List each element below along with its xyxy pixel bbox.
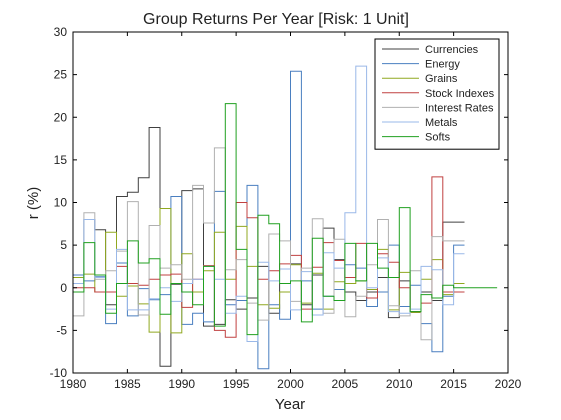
- x-tick-label: 2020: [495, 377, 522, 391]
- series-line-interest-rates: [73, 147, 465, 341]
- x-tick-label: 1985: [114, 377, 141, 391]
- legend-entry: Softs: [425, 132, 451, 144]
- legend-entry: Grains: [425, 73, 458, 85]
- y-tick-label: 30: [54, 25, 68, 39]
- y-tick-label: 0: [60, 281, 67, 295]
- plot-area: 1980 1985 1990 1995 2000 2005 2010 2015 2020-10-…: [50, 25, 522, 391]
- x-tick-label: 2015: [440, 377, 467, 391]
- x-axis-label: Year: [275, 396, 305, 413]
- legend-entry: Stock Indexes: [425, 88, 495, 100]
- series-line-softs: [73, 103, 465, 336]
- legend-entry: Interest Rates: [425, 102, 494, 114]
- legend-box: [374, 38, 500, 150]
- y-tick-label: 5: [60, 238, 67, 252]
- x-tick-label: 1995: [223, 377, 250, 391]
- y-tick-label: 20: [54, 110, 68, 124]
- y-tick-label: -5: [56, 323, 67, 337]
- x-tick-label: 2000: [277, 377, 304, 391]
- y-tick-label: 10: [54, 196, 68, 210]
- legend-entry: Currencies: [425, 44, 479, 56]
- series-line-metals: [73, 65, 465, 342]
- y-tick-label: -10: [50, 366, 68, 380]
- chart-title: Group Returns Per Year [Risk: 1 Unit]: [143, 11, 409, 28]
- legend: Currencies Energy Grains Stock Indexes Inter…: [374, 38, 500, 150]
- y-tick-label: 15: [54, 153, 68, 167]
- x-tick-label: 2010: [386, 377, 413, 391]
- x-tick-label: 2005: [332, 377, 359, 391]
- x-tick-label: 1990: [168, 377, 195, 391]
- y-axis-label: r (%): [25, 187, 42, 220]
- legend-entry: Energy: [425, 59, 460, 71]
- legend-entry: Metals: [425, 117, 458, 129]
- y-tick-label: 25: [54, 68, 68, 82]
- x-tick-label: 1980: [60, 377, 87, 391]
